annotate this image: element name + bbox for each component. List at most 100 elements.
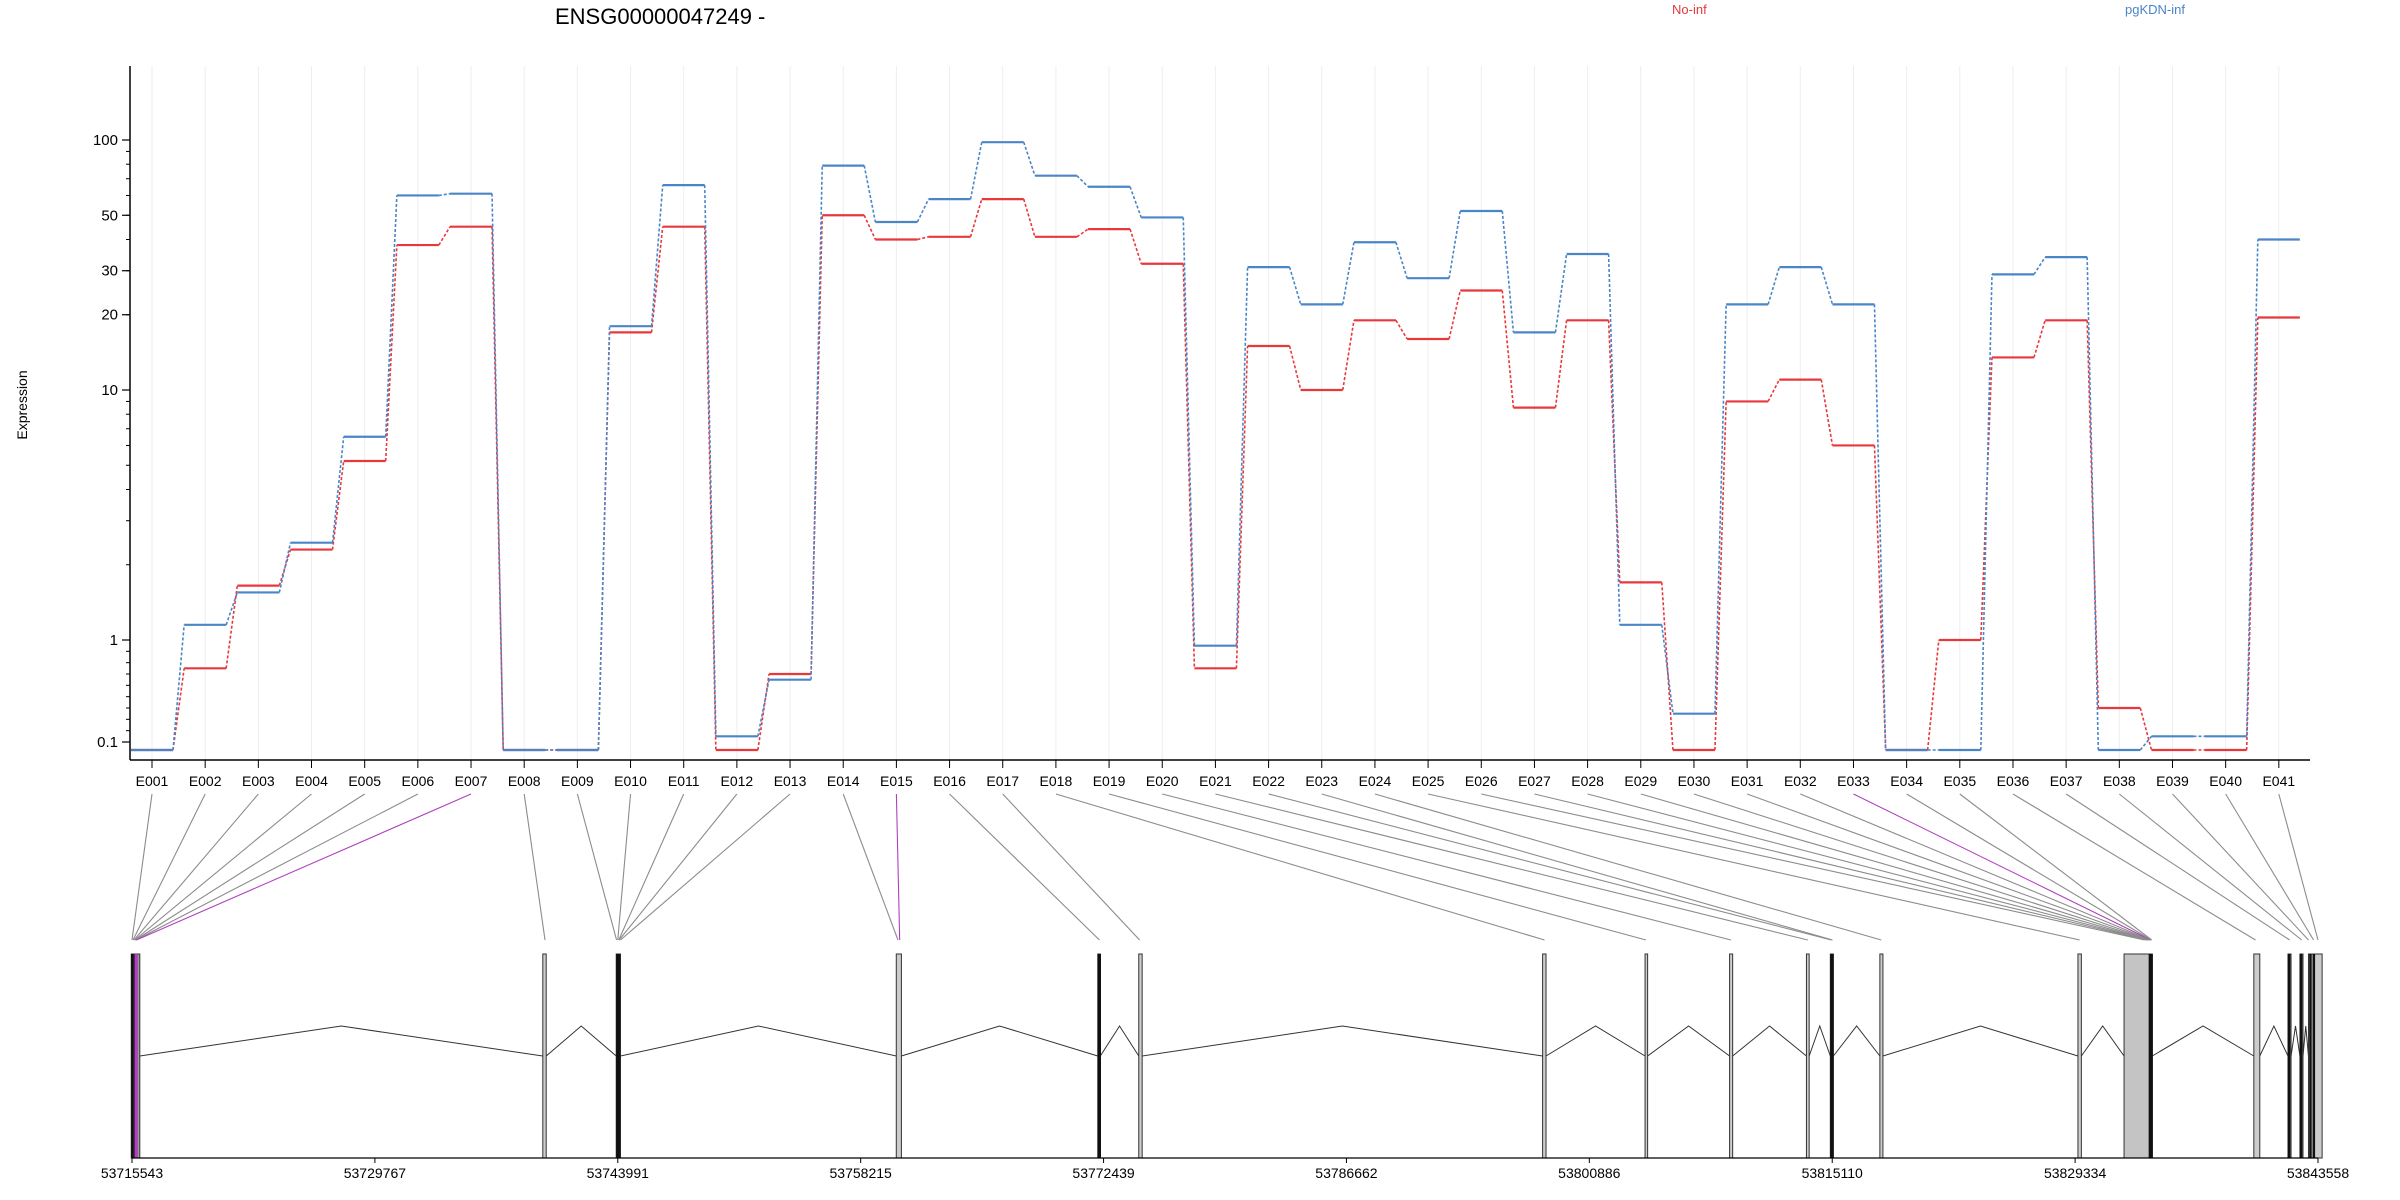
series-connector xyxy=(1235,345,1249,669)
y-tick-label: 1 xyxy=(110,632,118,649)
series-connector xyxy=(863,214,877,240)
series-connector xyxy=(331,436,345,543)
x-tick-label: E037 xyxy=(2050,773,2083,789)
series-connector xyxy=(757,673,770,751)
series-connector xyxy=(703,185,717,737)
exon-connector xyxy=(1162,793,1732,941)
exon-connector xyxy=(2278,793,2319,941)
x-tick-label: E036 xyxy=(1997,773,2030,789)
y-tick-label: 20 xyxy=(101,307,118,324)
exon-mark xyxy=(617,954,621,1158)
exon-mark xyxy=(2312,954,2316,1158)
x-tick-label: E024 xyxy=(1359,773,1392,789)
x-tick-label: E020 xyxy=(1146,773,1179,789)
exon-block xyxy=(1879,953,1884,1159)
exon-block xyxy=(1138,953,1143,1159)
series-connector xyxy=(1873,304,1887,751)
exon-connector xyxy=(2172,793,2309,941)
series-connector xyxy=(1022,198,1036,238)
intron xyxy=(1808,1024,1831,1057)
exon-connector xyxy=(895,793,901,941)
exon-connector xyxy=(133,793,259,941)
intron xyxy=(1545,1025,1646,1057)
genome-tick-label: 53772439 xyxy=(1072,1165,1135,1181)
series-connector xyxy=(1129,228,1143,264)
exon-block xyxy=(1805,953,1810,1159)
x-tick-label: E030 xyxy=(1678,773,1711,789)
vertical-grid xyxy=(151,66,2280,760)
exon-connector xyxy=(1321,793,1833,941)
exon-mark xyxy=(1098,954,1101,1158)
exon-mark xyxy=(2287,954,2291,1158)
exon-mark xyxy=(2299,954,2303,1158)
gene-structure xyxy=(130,953,2323,1159)
exon-connector xyxy=(1055,793,1545,941)
y-tick-label: 10 xyxy=(101,382,118,399)
genome-coordinate-axis: 53715543 53729767 53743991 53758215 53772439… xyxy=(101,1157,2349,1181)
genome-tick-label: 53729767 xyxy=(344,1165,407,1181)
series-connector xyxy=(2139,735,2153,751)
series-connector xyxy=(1288,345,1302,391)
exon-connector xyxy=(523,793,546,941)
x-tick-label: E026 xyxy=(1465,773,1498,789)
exon-mark xyxy=(131,954,134,1158)
exon-block xyxy=(1729,953,1734,1159)
series-connector xyxy=(1714,304,1727,714)
x-tick-label: E025 xyxy=(1412,773,1445,789)
x-tick-label: E029 xyxy=(1624,773,1657,789)
exon-connector xyxy=(618,793,738,941)
series-connector xyxy=(1980,274,1993,751)
x-tick-label: E022 xyxy=(1252,773,1285,789)
genome-tick-label: 53715543 xyxy=(101,1165,164,1181)
x-tick-label: E027 xyxy=(1518,773,1551,789)
y-tick-label: 30 xyxy=(101,263,118,280)
exon-block xyxy=(2077,953,2082,1159)
exon-connector xyxy=(135,793,419,941)
genome-tick-label: 53786662 xyxy=(1315,1165,1378,1181)
series-connector xyxy=(2245,239,2259,737)
x-tick-label: E003 xyxy=(242,773,275,789)
exon-connector xyxy=(136,793,472,941)
exon-connector xyxy=(1959,793,2153,941)
series-connector xyxy=(1076,228,1089,238)
genome-tick-label: 53815110 xyxy=(1802,1165,1863,1181)
exon-connector xyxy=(1746,793,2150,941)
intron xyxy=(901,1025,1098,1057)
series-connector xyxy=(1341,320,1355,391)
series-connector xyxy=(1076,175,1089,188)
intron xyxy=(1099,1025,1140,1057)
exon-connector xyxy=(576,793,618,941)
exon-block xyxy=(542,953,547,1159)
series-connector xyxy=(1767,266,1781,305)
series-connector xyxy=(1288,266,1302,305)
exon-connector xyxy=(842,793,899,941)
exon-connector xyxy=(1800,793,2151,941)
x-tick-label: E039 xyxy=(2156,773,2189,789)
exon-connector xyxy=(1108,793,1647,941)
x-tick-label: E012 xyxy=(721,773,754,789)
x-tick-label: E007 xyxy=(455,773,488,789)
series-connector xyxy=(2086,257,2100,751)
exon-connector xyxy=(1427,793,2080,941)
exon-connector xyxy=(135,793,365,941)
genome-tick-label: 53829334 xyxy=(2044,1165,2107,1181)
x-tick-label: E006 xyxy=(402,773,435,789)
series-connector xyxy=(491,193,504,751)
x-tick-label: E005 xyxy=(348,773,381,789)
intron xyxy=(139,1025,543,1057)
x-tick-label: E010 xyxy=(614,773,647,789)
x-axis: E001 E002 E003 E004 E005 E006 E007 E008 E009 E010… xyxy=(130,759,2310,789)
exon-connector xyxy=(1268,793,1832,941)
x-tick-label: E031 xyxy=(1731,773,1764,789)
intron xyxy=(1882,1025,2079,1057)
exon-connector xyxy=(1587,793,2148,941)
x-tick-label: E041 xyxy=(2262,773,2295,789)
y-axis: 0.1 1 10 20 30 50 100 xyxy=(93,66,131,760)
series-connector xyxy=(1182,217,1196,646)
series-lines xyxy=(131,141,2300,752)
series-connector xyxy=(1607,253,1621,625)
series-connector xyxy=(278,549,292,586)
exon-block xyxy=(2253,953,2261,1159)
y-axis-label: Expression xyxy=(14,370,30,439)
exon-mark xyxy=(2150,954,2153,1158)
